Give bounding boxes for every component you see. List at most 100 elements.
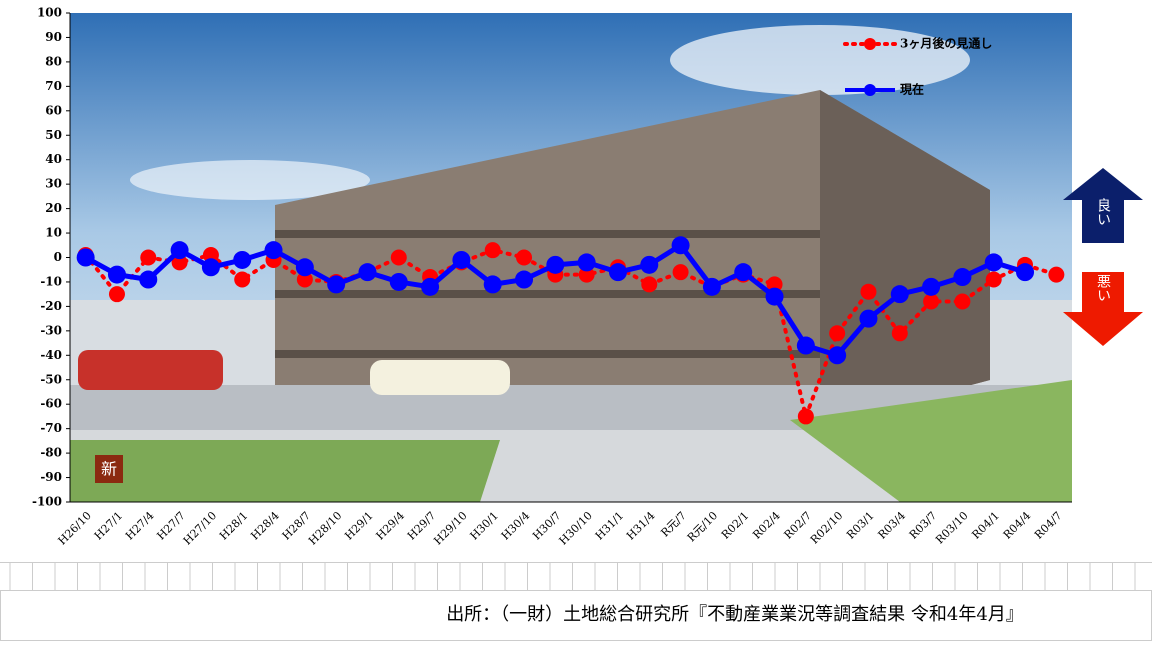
point <box>765 287 784 306</box>
point <box>108 286 125 303</box>
legend-label: 3ヶ月後の見通し <box>900 36 992 51</box>
point <box>358 263 377 282</box>
source: 出所：（一財）土地総合研究所『不動産業業況等調査結果 令和4年4月』 <box>446 604 1024 625</box>
x-tick-label: R04/7 <box>1032 509 1065 542</box>
point <box>578 266 595 283</box>
legend-swatch <box>864 84 876 96</box>
svg-text:新: 新 <box>101 460 117 479</box>
point <box>766 276 783 293</box>
point <box>140 249 157 266</box>
point <box>233 250 252 269</box>
x-tick-label: R03/1 <box>844 509 877 542</box>
point <box>107 265 126 284</box>
x-tick-label: R02/10 <box>808 509 845 546</box>
x-tick-label: R03/4 <box>876 509 909 542</box>
x-tick-label: H29/4 <box>374 509 407 542</box>
x-tick-label: H27/1 <box>92 509 125 542</box>
point <box>202 247 219 264</box>
y-tick-label: 60 <box>45 103 62 117</box>
point <box>891 325 908 342</box>
point <box>264 241 283 260</box>
y-tick-label: -10 <box>40 274 62 288</box>
point <box>640 255 659 274</box>
point <box>828 346 847 365</box>
point <box>890 285 909 304</box>
y-tick-label: -30 <box>40 323 62 337</box>
point <box>859 309 878 328</box>
point <box>860 283 877 300</box>
y-tick-label: -70 <box>40 421 62 435</box>
point <box>76 248 95 267</box>
bottom-grid <box>0 562 1152 590</box>
point <box>390 249 407 266</box>
x-tick-label: H31/1 <box>593 509 626 542</box>
point <box>546 255 565 274</box>
point <box>296 271 313 288</box>
point <box>796 336 815 355</box>
point <box>484 242 501 259</box>
point <box>577 253 596 272</box>
y-tick-label: 80 <box>45 54 62 68</box>
x-tick-label: H30/1 <box>468 509 501 542</box>
x-tick-label: R元/10 <box>685 509 720 544</box>
point <box>671 236 690 255</box>
y-tick-label: -60 <box>40 397 62 411</box>
y-tick-label: 10 <box>45 226 62 240</box>
point <box>515 270 534 289</box>
x-tick-label: H28/10 <box>306 509 344 547</box>
annotation: 悪い <box>1095 274 1111 302</box>
point <box>234 271 251 288</box>
x-tick-label: R03/10 <box>933 509 970 546</box>
point <box>452 250 471 269</box>
point <box>734 263 753 282</box>
point <box>295 258 314 277</box>
y-tick-label: 30 <box>45 177 62 191</box>
y-tick-label: 40 <box>45 152 62 166</box>
legend-label: 現在 <box>900 82 924 97</box>
point <box>829 325 846 342</box>
point <box>985 271 1002 288</box>
x-tick-label: H28/4 <box>248 509 281 542</box>
point <box>672 264 689 281</box>
y-tick-label: 90 <box>45 30 62 44</box>
point <box>171 254 188 271</box>
point <box>608 263 627 282</box>
y-tick-label: -90 <box>40 470 62 484</box>
point <box>641 276 658 293</box>
x-tick-label: H31/4 <box>624 509 657 542</box>
y-tick-label: -20 <box>40 299 62 313</box>
point <box>201 258 220 277</box>
down-arrow <box>1063 272 1143 346</box>
point <box>170 241 189 260</box>
x-tick-label: H30/10 <box>557 509 595 547</box>
point <box>1048 266 1065 283</box>
x-tick-label: H30/4 <box>499 509 532 542</box>
point <box>923 293 940 310</box>
point <box>483 275 502 294</box>
point <box>1016 263 1035 282</box>
x-tick-label: H27/10 <box>181 509 219 547</box>
background-photo: 新 <box>70 13 1072 502</box>
x-tick-label: R02/1 <box>719 509 752 542</box>
up-arrow <box>1063 168 1143 243</box>
y-tick-label: -40 <box>40 348 62 362</box>
x-tick-label: H29/1 <box>342 509 375 542</box>
x-tick-label: H28/1 <box>217 509 250 542</box>
x-tick-label: R04/4 <box>1001 509 1034 542</box>
legend: 3ヶ月後の見通し 現在 <box>843 36 992 97</box>
point <box>389 272 408 291</box>
point <box>139 270 158 289</box>
legend-swatch <box>864 38 876 50</box>
y-tick-label: 20 <box>45 201 62 215</box>
y-tick-label: -100 <box>32 495 62 509</box>
point <box>984 253 1003 272</box>
x-tick-label: R02/4 <box>750 509 783 542</box>
y-tick-label: 50 <box>45 128 62 142</box>
annotation: 良い <box>1095 198 1111 226</box>
y-tick-label: -50 <box>40 372 62 386</box>
point <box>421 277 440 296</box>
y-tick-label: 100 <box>37 6 62 20</box>
y-tick-label: -80 <box>40 446 62 460</box>
x-tick-label: H29/10 <box>431 509 469 547</box>
